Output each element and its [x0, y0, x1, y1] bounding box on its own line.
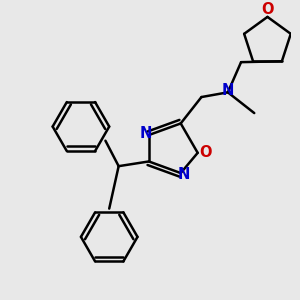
Text: N: N	[177, 167, 190, 182]
Text: O: O	[261, 2, 274, 17]
Text: N: N	[140, 126, 152, 141]
Text: N: N	[222, 83, 234, 98]
Text: O: O	[199, 145, 211, 160]
